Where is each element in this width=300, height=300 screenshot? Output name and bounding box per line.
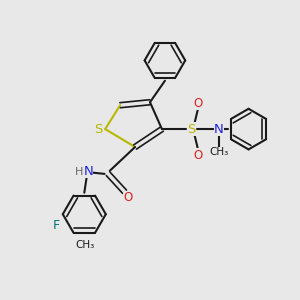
Text: O: O	[194, 97, 203, 110]
Text: F: F	[53, 219, 60, 232]
Text: CH₃: CH₃	[209, 147, 228, 158]
Text: S: S	[94, 123, 103, 136]
Text: N: N	[83, 165, 93, 178]
Text: N: N	[214, 123, 224, 136]
Text: O: O	[123, 191, 132, 204]
Text: S: S	[188, 123, 196, 136]
Text: O: O	[194, 148, 203, 162]
Text: H: H	[75, 167, 83, 177]
Text: CH₃: CH₃	[75, 240, 94, 250]
